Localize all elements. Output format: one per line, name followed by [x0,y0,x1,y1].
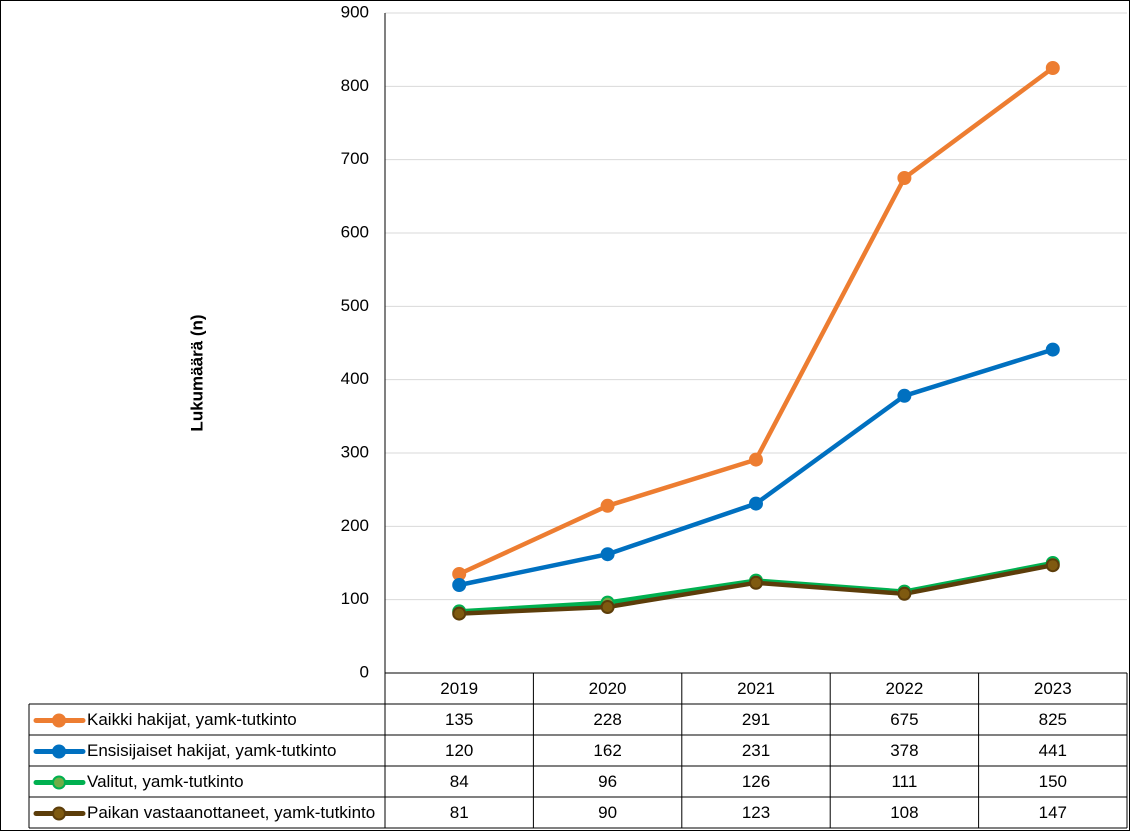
data-table-value: 126 [742,772,770,791]
y-tick-label: 500 [341,296,369,315]
data-table-value: 90 [598,803,617,822]
data-table-value: 441 [1039,741,1067,760]
data-table-value: 135 [445,710,473,729]
data-point [600,498,615,513]
data-point [600,547,615,562]
data-point [749,496,763,511]
y-tick-label: 800 [341,76,369,95]
data-table-value: 150 [1039,772,1067,791]
y-tick-label: 200 [341,516,369,535]
data-point [1045,61,1060,75]
data-table-value: 81 [450,803,469,822]
series-line [456,347,1056,588]
y-tick-label: 100 [341,589,369,608]
data-point [897,388,912,403]
data-point [600,600,615,614]
data-point [749,452,763,467]
data-table-value: 825 [1039,710,1067,729]
y-tick-label: 300 [341,442,369,461]
data-table-value: 84 [450,772,469,791]
data-table-value: 96 [598,772,617,791]
data-point [452,578,467,592]
data-table-value: 675 [890,710,918,729]
y-tick-label: 600 [341,222,369,241]
y-tick-label: 900 [341,2,369,21]
legend-label: Paikan vastaanottaneet, yamk-tutkinto [87,803,375,822]
data-table-value: 291 [742,710,770,729]
data-point [452,606,467,621]
y-tick-label: 700 [341,149,369,168]
y-tick-label: 0 [360,662,369,681]
data-table-value: 228 [593,710,621,729]
legend-key-marker [52,775,66,790]
data-point [897,171,912,185]
legend-label: Valitut, yamk-tutkinto [87,772,244,791]
x-tick-label: 2021 [737,679,775,698]
data-table-value: 108 [890,803,918,822]
data-point [1045,558,1060,573]
legend-key-marker [52,744,66,759]
data-table-value: 120 [445,741,473,760]
legend-key-marker [52,713,66,728]
data-point [749,575,763,590]
data-point [1045,342,1060,357]
legend-label: Ensisijaiset hakijat, yamk-tutkinto [87,741,336,760]
x-tick-label: 2022 [885,679,923,698]
data-table-value: 123 [742,803,770,822]
x-tick-label: 2023 [1034,679,1072,698]
x-tick-label: 2019 [440,679,478,698]
data-point [897,586,912,601]
data-table-value: 111 [891,772,917,791]
data-table-value: 147 [1039,803,1067,822]
data-table-value: 162 [593,741,621,760]
data-table-value: 231 [742,741,770,760]
x-tick-label: 2020 [589,679,627,698]
legend-label: Kaikki hakijat, yamk-tutkinto [87,710,297,729]
data-table-value: 378 [890,741,918,760]
legend-key-marker [52,806,66,821]
y-axis-label: Lukumäärä (n) [187,314,206,431]
y-tick-label: 400 [341,369,369,388]
